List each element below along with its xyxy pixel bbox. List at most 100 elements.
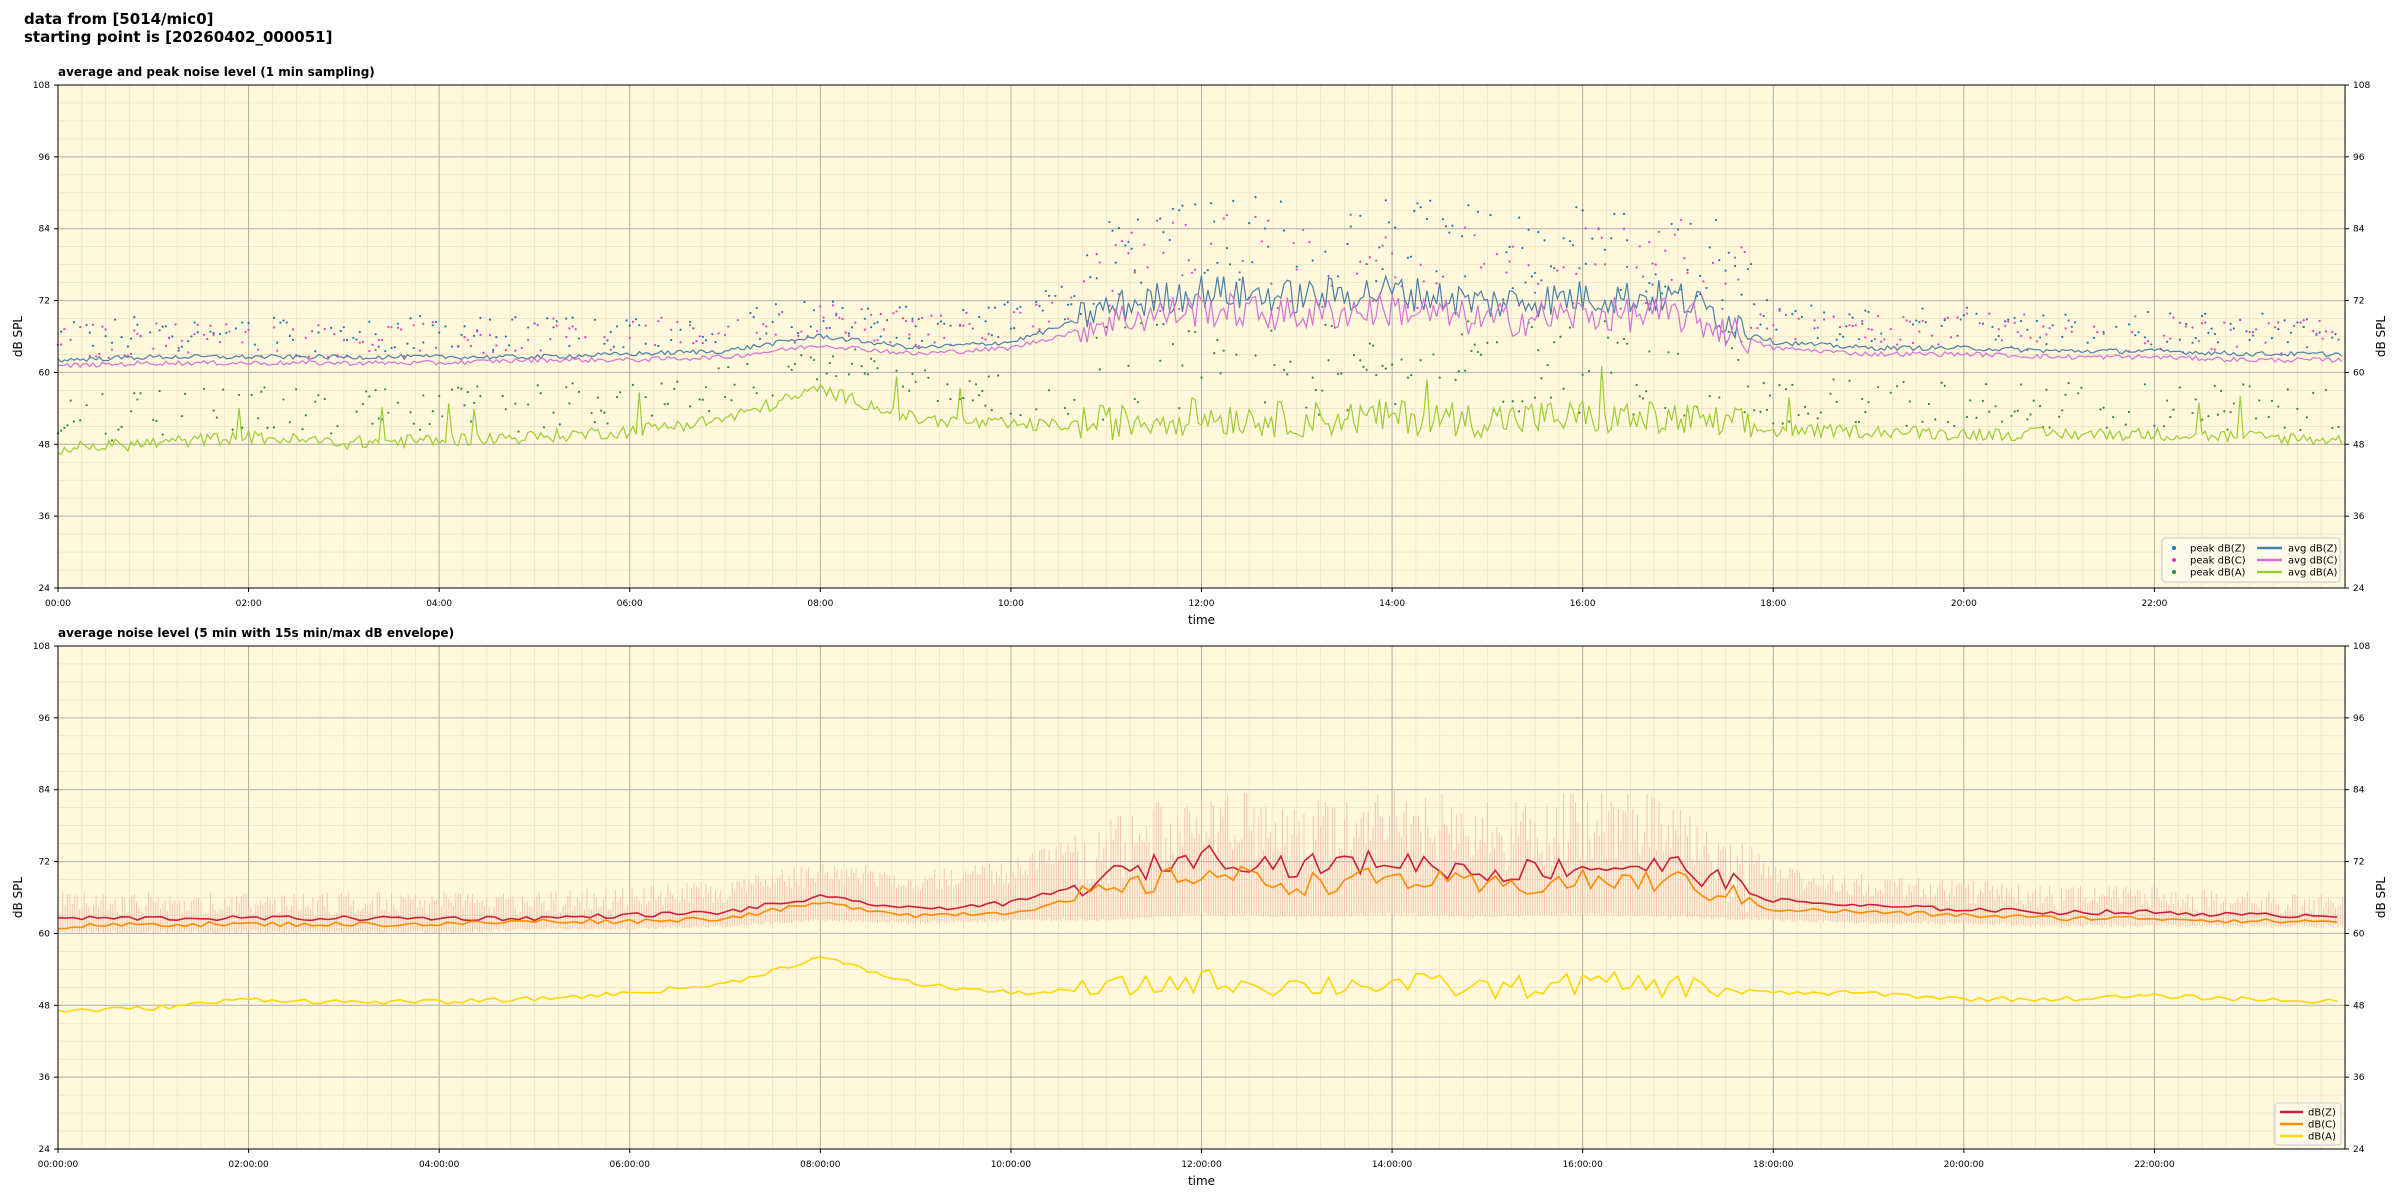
y-tick-label: 48 [39,440,51,450]
peak-dot [1216,261,1219,264]
peak-dot [708,410,711,413]
peak-dot [1562,387,1565,390]
peak-dot [1924,320,1927,324]
peak-dot [1263,227,1267,230]
peak-dot [679,341,682,344]
peak-dot [311,330,314,333]
peak-dot [809,356,812,359]
peak-dot [2324,330,2328,333]
peak-dot [1724,282,1727,285]
peak-dot [1502,400,1505,403]
peak-dot [1880,340,1883,343]
peak-dot [2213,384,2216,388]
peak-dot [333,333,336,336]
peak-dot [1918,330,1921,333]
peak-dot [771,320,774,324]
peak-dot [473,334,476,337]
peak-dot [1362,365,1365,368]
peak-dot [396,326,399,329]
y-tick-label-right: 96 [2353,714,2365,724]
peak-dot [933,341,936,344]
peak-dot [2080,386,2083,389]
peak-dot [1838,333,1842,336]
peak-dot [1127,252,1130,255]
peak-dot [577,337,581,340]
peak-dot [1832,315,1835,318]
peak-dot [539,349,542,352]
series-line-2 [58,865,2338,930]
peak-dot [873,360,876,363]
peak-dot [870,357,873,360]
peak-dot [282,319,285,322]
peak-dot [2013,410,2016,413]
peak-dot [762,323,765,326]
peak-dot [352,336,355,340]
peak-dot [2248,330,2251,334]
peak-dot [2045,343,2048,346]
peak-dot [755,306,758,310]
peak-dot [244,330,247,334]
peak-dot [1857,420,1861,424]
peak-dot [171,335,174,338]
peak-dot [1181,364,1184,367]
peak-dot [1578,267,1581,270]
peak-dot [409,317,412,320]
peak-dot [2242,383,2245,386]
peak-dot [1416,202,1419,205]
peak-dot [1626,342,1629,345]
peak-dot [717,367,720,370]
peak-dot [1133,397,1136,401]
legend-entry: avg dB(Z) [2288,544,2338,555]
peak-dot [1848,324,1851,327]
x-axis-label: time [1188,1174,1215,1188]
peak-dot [606,422,609,425]
peak-dot [387,411,390,414]
peak-dot [91,344,95,347]
peak-dot [1959,318,1962,321]
peak-dot [635,318,638,321]
peak-dot [158,329,161,332]
peak-dot [2207,331,2210,334]
peak-dot [1470,349,1473,353]
peak-dot [177,346,180,350]
peak-dot [1622,337,1626,341]
peak-dot [1012,311,1016,314]
peak-dot [1797,317,1800,320]
legend-entry: avg dB(A) [2288,568,2338,579]
peak-dot [1070,303,1073,306]
peak-dot [492,348,495,352]
peak-dot [1505,251,1508,254]
peak-dot [733,383,736,386]
peak-dot [1883,338,1886,341]
peak-dot [1063,318,1067,321]
y-tick-label-right: 72 [2353,858,2364,868]
peak-dot [2019,383,2023,386]
peak-dot [2146,310,2150,314]
peak-dot [492,350,495,354]
peak-dot [1848,313,1851,316]
peak-dot [2318,319,2321,323]
peak-dot [1740,293,1743,296]
peak-dot [60,330,63,333]
peak-dot [1324,250,1327,253]
peak-dot [377,417,380,420]
peak-dot [1387,221,1391,224]
peak-dot [549,337,552,341]
peak-dot [755,331,758,334]
peak-dot [1568,240,1572,243]
peak-dot [660,316,663,319]
peak-dot [63,426,66,429]
peak-dot [1762,314,1765,317]
peak-dot [314,400,317,403]
peak-dot [1270,282,1273,285]
peak-dot [1648,281,1651,285]
peak-dot [218,340,222,344]
peak-dot [1171,343,1175,346]
peak-dot [781,310,784,314]
peak-dot [1788,420,1791,423]
peak-dot [901,317,905,320]
peak-dot [1603,320,1607,323]
peak-dot [384,350,387,353]
peak-dot [1784,313,1788,316]
peak-dot [2194,337,2197,340]
